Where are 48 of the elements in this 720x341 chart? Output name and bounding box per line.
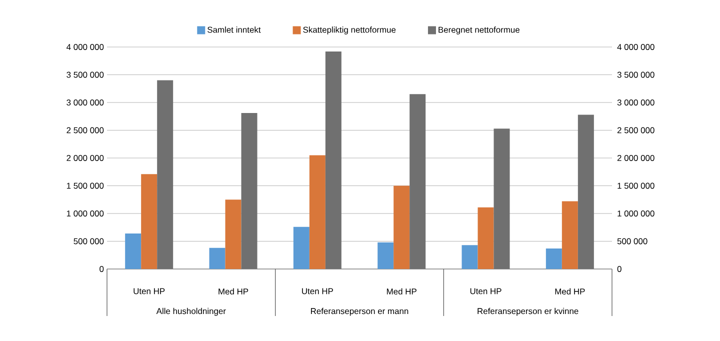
bar xyxy=(125,233,142,269)
text: Alle husholdninger xyxy=(156,308,226,316)
bar xyxy=(578,114,594,269)
bar xyxy=(309,155,326,269)
x-tick-label: Med HP xyxy=(218,288,248,294)
y2-tick-label: 1 500 000 xyxy=(618,182,654,189)
bar xyxy=(478,207,494,269)
y2-tick-label: 500 000 xyxy=(617,238,648,244)
bar xyxy=(293,226,310,269)
text: Referanseperson er mann xyxy=(311,308,408,316)
x-tick-label: Uten HP xyxy=(134,288,165,294)
y-tick-label: 500 000 xyxy=(74,238,104,244)
y-tick-label: 0 xyxy=(100,266,104,272)
y2-tick-label: 3 500 000 xyxy=(617,72,654,78)
y2-tick-label: 1 000 000 xyxy=(618,210,654,216)
y-tick-label: 1 500 000 xyxy=(66,182,104,189)
legend-label: Samlet inntekt xyxy=(208,26,261,33)
bar xyxy=(157,80,174,269)
bar xyxy=(394,186,410,269)
bar xyxy=(378,242,394,269)
y-tick-label: 3 500 000 xyxy=(66,72,104,78)
y-tick-label: 3 000 000 xyxy=(66,100,104,106)
x-tick-label: Uten HP xyxy=(470,288,502,294)
bar xyxy=(410,94,426,269)
bar xyxy=(462,245,478,269)
bar xyxy=(241,113,258,269)
text: Referanseperson er kvinne xyxy=(478,308,578,316)
y2-tick-label: 2 000 000 xyxy=(617,155,654,161)
y2-tick-label: 4 000 000 xyxy=(617,44,654,50)
bar xyxy=(209,248,226,269)
x-tick-label: Med HP xyxy=(555,288,585,294)
bar xyxy=(562,201,578,269)
y-tick-label: 1 000 000 xyxy=(66,210,104,216)
bar xyxy=(325,51,342,269)
bar xyxy=(494,128,510,269)
y-tick-label: 2 000 000 xyxy=(66,155,104,161)
legend-label: Beregnet nettoformue xyxy=(438,26,520,34)
y2-tick-label: 0 xyxy=(617,266,622,272)
y2-tick-label: 3 000 000 xyxy=(617,100,654,106)
y2-tick-label: 2 500 000 xyxy=(617,127,654,134)
bar xyxy=(225,200,242,269)
bar xyxy=(141,174,158,269)
bar xyxy=(546,248,562,269)
y-tick-label: 4 000 000 xyxy=(66,44,104,50)
x-tick-label: Uten HP xyxy=(302,288,333,294)
y-tick-label: 2 500 000 xyxy=(66,127,104,134)
legend-label: Skattepliktig nettoformue xyxy=(303,26,396,34)
x-tick-label: Med HP xyxy=(386,288,416,294)
